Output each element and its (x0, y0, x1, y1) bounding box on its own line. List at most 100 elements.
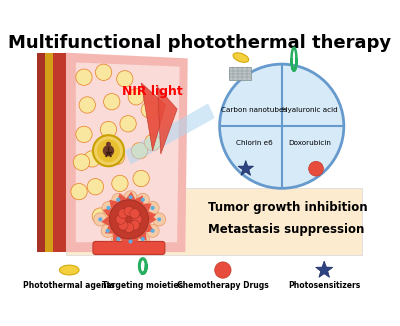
Polygon shape (32, 53, 45, 252)
Circle shape (150, 206, 155, 210)
Circle shape (79, 97, 96, 113)
Circle shape (124, 235, 137, 248)
Circle shape (132, 215, 142, 224)
Polygon shape (113, 219, 129, 242)
Circle shape (220, 64, 344, 188)
Circle shape (136, 193, 149, 206)
Circle shape (109, 200, 148, 239)
Circle shape (97, 139, 120, 162)
Circle shape (128, 239, 132, 244)
Polygon shape (103, 208, 129, 219)
Circle shape (120, 116, 136, 132)
Circle shape (141, 237, 145, 241)
Circle shape (146, 201, 159, 215)
Text: Targeting moieties: Targeting moieties (102, 281, 183, 290)
Circle shape (112, 193, 125, 206)
Circle shape (87, 179, 104, 195)
Polygon shape (129, 219, 147, 241)
Circle shape (106, 206, 110, 210)
Circle shape (118, 220, 128, 230)
Polygon shape (125, 103, 215, 165)
Text: Hyaluronic acid: Hyaluronic acid (282, 107, 337, 113)
Polygon shape (129, 203, 152, 219)
Circle shape (124, 223, 134, 232)
Polygon shape (101, 216, 129, 226)
Polygon shape (129, 215, 157, 224)
Circle shape (124, 206, 134, 216)
Circle shape (215, 262, 231, 278)
Circle shape (130, 220, 140, 230)
Circle shape (128, 89, 144, 105)
Circle shape (309, 161, 323, 176)
Text: Chemotherapy Drugs: Chemotherapy Drugs (177, 281, 269, 290)
Polygon shape (118, 193, 129, 219)
FancyBboxPatch shape (229, 67, 252, 81)
Circle shape (153, 213, 166, 226)
Circle shape (84, 151, 100, 167)
Polygon shape (45, 53, 53, 252)
Polygon shape (129, 219, 154, 232)
Circle shape (102, 201, 115, 215)
Circle shape (116, 198, 120, 202)
Circle shape (76, 69, 92, 85)
Circle shape (157, 217, 161, 221)
Ellipse shape (60, 265, 79, 275)
Circle shape (128, 195, 132, 200)
Text: Photosensitizers: Photosensitizers (288, 281, 360, 290)
Polygon shape (238, 160, 254, 175)
Polygon shape (53, 53, 66, 252)
Circle shape (141, 102, 158, 118)
Circle shape (98, 217, 102, 221)
Circle shape (144, 134, 161, 151)
Circle shape (92, 208, 108, 224)
Circle shape (141, 198, 145, 202)
Circle shape (146, 224, 159, 237)
Text: Chlorin e6: Chlorin e6 (236, 140, 272, 146)
Circle shape (106, 142, 111, 147)
Circle shape (73, 154, 90, 170)
Circle shape (76, 126, 92, 142)
Circle shape (95, 64, 112, 81)
Text: NIR light: NIR light (122, 85, 183, 98)
Polygon shape (158, 87, 177, 154)
Circle shape (150, 229, 155, 233)
Circle shape (106, 229, 110, 233)
Circle shape (94, 213, 107, 226)
Polygon shape (76, 63, 180, 242)
Circle shape (108, 148, 125, 165)
Circle shape (112, 232, 125, 245)
Text: Multifunctional photothermal therapy: Multifunctional photothermal therapy (8, 34, 392, 52)
Text: Tumor growth inhibition: Tumor growth inhibition (208, 201, 368, 215)
Circle shape (104, 94, 120, 110)
Circle shape (133, 170, 149, 187)
Circle shape (117, 71, 133, 87)
Circle shape (130, 209, 140, 218)
FancyBboxPatch shape (93, 242, 165, 255)
Circle shape (100, 121, 117, 138)
Text: Photothermal agents: Photothermal agents (23, 281, 115, 290)
Circle shape (131, 142, 148, 159)
Circle shape (71, 184, 87, 200)
Polygon shape (126, 192, 135, 219)
Polygon shape (141, 83, 166, 151)
Circle shape (93, 135, 124, 166)
Text: Doxorubicin: Doxorubicin (288, 140, 331, 146)
Circle shape (136, 232, 149, 245)
Text: Metastasis suppression: Metastasis suppression (208, 223, 364, 236)
Circle shape (124, 191, 137, 204)
Polygon shape (316, 261, 333, 277)
Text: Carbon nanotubes: Carbon nanotubes (221, 107, 287, 113)
Polygon shape (109, 200, 129, 219)
FancyBboxPatch shape (66, 187, 362, 255)
Circle shape (116, 237, 120, 241)
Polygon shape (66, 53, 188, 252)
Circle shape (116, 215, 126, 224)
Circle shape (103, 145, 114, 156)
Polygon shape (129, 211, 156, 220)
Polygon shape (129, 195, 143, 219)
Circle shape (118, 209, 128, 218)
Circle shape (101, 224, 114, 237)
Circle shape (115, 203, 131, 219)
Polygon shape (121, 219, 130, 247)
Polygon shape (105, 219, 129, 234)
